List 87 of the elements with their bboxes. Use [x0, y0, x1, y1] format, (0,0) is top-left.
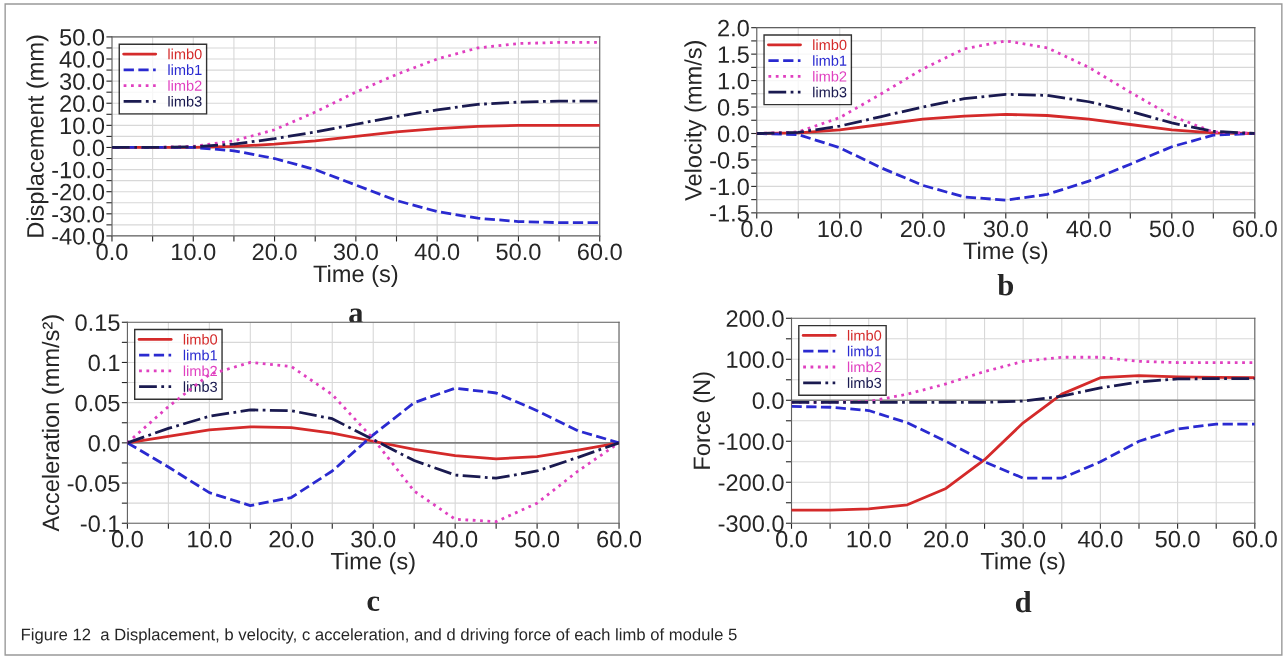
legend-label: limb3 [183, 381, 218, 392]
x-tick-label: 0.0 [111, 530, 143, 548]
x-tick-label: 60.0 [1233, 220, 1277, 238]
y-tick-label: -20.0 [52, 183, 105, 201]
legend-label: limb0 [168, 48, 202, 60]
x-tick-label: 50.0 [515, 530, 560, 548]
x-tick-label: 50.0 [496, 243, 541, 261]
y-tick-label: 2.0 [718, 19, 749, 37]
legend-label: limb1 [813, 55, 847, 66]
y-axis-title: Displacement (mm) [26, 35, 49, 237]
y-tick-label: -10.0 [52, 161, 105, 179]
y-tick-label: 0.05 [75, 394, 120, 412]
y-tick-label: 0.0 [717, 125, 749, 143]
legend-label: limb3 [813, 86, 847, 98]
line-series [127, 408, 620, 480]
y-tick-label: -0.5 [710, 152, 749, 169]
y-tick-label: 10.0 [60, 117, 105, 135]
x-tick-label: 20.0 [924, 530, 968, 548]
text: b [997, 273, 1014, 296]
y-axis-title: Velocity (mm/s) [684, 41, 707, 201]
annotation: a [349, 308, 364, 324]
x-tick-label: 30.0 [333, 243, 378, 261]
x-tick-label: 30.0 [351, 530, 396, 548]
y-tick-label: -300.0 [718, 515, 784, 533]
y-tick-label: 200.0 [726, 310, 784, 328]
x-axis-title: Time (s) [313, 264, 398, 287]
y-tick-label: 20.0 [60, 95, 105, 113]
x-tick-label: 30.0 [983, 220, 1028, 238]
legend-label: limb1 [183, 349, 217, 361]
legend-label: limb2 [168, 80, 202, 91]
caption: Figure 12 a Displacement, b velocity, c acceleration, and d driving force of each limb of module 5 [21, 628, 737, 644]
y-tick-label: 0.15 [75, 314, 120, 332]
x-tick-label: 50.0 [1149, 220, 1194, 238]
text: c [367, 596, 380, 612]
x-tick-label: 10.0 [818, 220, 862, 238]
x-tick-label: 10.0 [172, 243, 216, 261]
y-tick-label: -1.0 [710, 178, 749, 196]
legend-label: limb0 [813, 39, 847, 51]
x-tick-label: 10.0 [188, 530, 232, 548]
x-tick-label: 50.0 [1155, 530, 1200, 548]
y-axis-title: Force (N) [692, 372, 715, 469]
y-tick-label: -40.0 [52, 227, 105, 245]
x-axis-title: Time (s) [980, 552, 1065, 575]
x-tick-label: 10.0 [847, 530, 891, 548]
x-tick-label: 30.0 [1001, 530, 1046, 548]
x-tick-label: 20.0 [269, 530, 314, 548]
x-axis-title: Time (s) [963, 241, 1048, 264]
line-series [791, 405, 1255, 480]
legend-label: limb2 [813, 70, 847, 82]
x-tick-label: 20.0 [900, 220, 945, 238]
y-tick-label: 30.0 [59, 73, 105, 90]
y-tick-label: -30.0 [52, 205, 105, 223]
x-tick-label: 40.0 [414, 243, 460, 261]
x-axis-title: Time (s) [330, 552, 415, 575]
legend-label: limb1 [168, 64, 202, 76]
y-tick-label: 100.0 [727, 351, 784, 369]
legend-label: limb2 [183, 365, 217, 377]
y-tick-label: -1.5 [710, 205, 749, 222]
y-tick-label: 0.5 [717, 99, 749, 116]
y-tick-label: -100.0 [718, 433, 784, 451]
x-tick-label: 40.0 [432, 530, 478, 548]
legend-label: limb3 [168, 95, 202, 107]
x-tick-label: 40.0 [1066, 220, 1111, 238]
legend-label: limb0 [183, 333, 218, 345]
x-tick-label: 60.0 [1233, 530, 1277, 548]
legend-label: limb0 [847, 329, 882, 341]
legend-label: limb2 [847, 361, 882, 373]
x-tick-label: 20.0 [252, 243, 297, 261]
y-tick-label: -0.05 [67, 475, 120, 492]
y-tick-label: 50.0 [60, 28, 105, 46]
y-axis-title: Acceleration (mm/s²) [41, 315, 64, 532]
y-tick-label: 0.1 [88, 354, 120, 372]
y-tick-label: 40.0 [59, 51, 105, 68]
y-tick-label: 1.5 [718, 46, 749, 63]
text: d [1015, 590, 1032, 613]
y-tick-label: 0.0 [73, 139, 105, 157]
x-tick-label: 40.0 [1077, 530, 1123, 548]
y-tick-label: -0.1 [80, 515, 120, 533]
y-tick-label: 1.0 [718, 72, 749, 90]
y-tick-label: 0.0 [752, 392, 784, 410]
y-tick-label: 0.0 [88, 434, 120, 452]
x-tick-label: 60.0 [577, 243, 622, 261]
y-tick-label: -200.0 [718, 474, 784, 492]
x-tick-label: 60.0 [597, 530, 642, 548]
legend-label: limb1 [847, 345, 882, 357]
x-tick-label: 0.0 [776, 530, 807, 548]
legend-label: limb3 [847, 377, 882, 389]
